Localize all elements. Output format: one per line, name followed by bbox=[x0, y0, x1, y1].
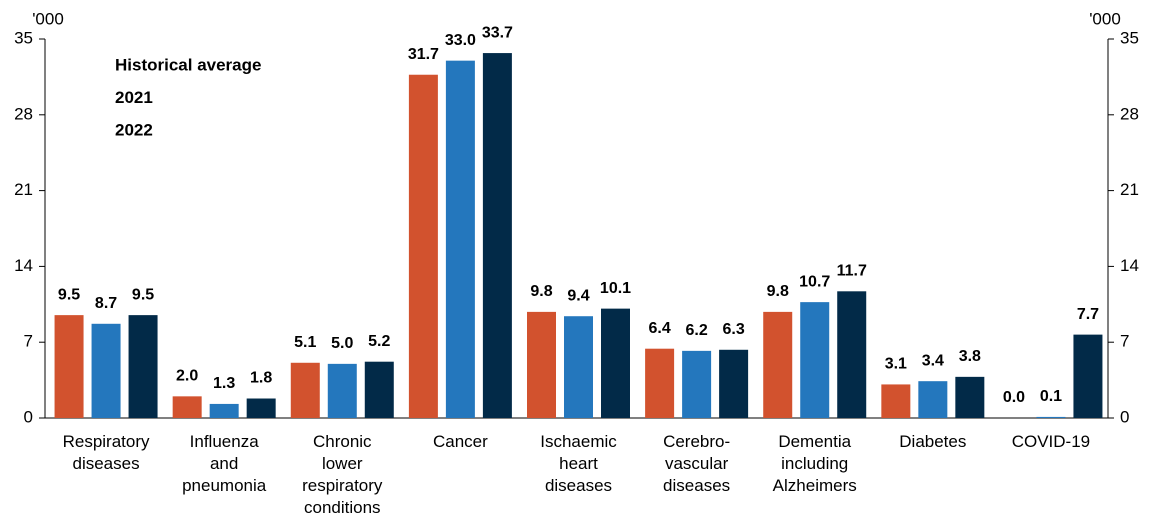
y2-tick-label: 28 bbox=[1120, 104, 1139, 123]
bar bbox=[564, 316, 593, 418]
value-label: 31.7 bbox=[408, 46, 439, 63]
value-label: 6.3 bbox=[722, 321, 744, 338]
bar bbox=[645, 348, 675, 418]
value-label: 10.7 bbox=[799, 273, 830, 290]
bar bbox=[601, 308, 630, 418]
x-tick-label: COVID-19 bbox=[1012, 432, 1090, 451]
y-tick-label: 7 bbox=[24, 332, 33, 351]
legend-label: Historical average bbox=[115, 55, 261, 74]
bar bbox=[1036, 416, 1066, 418]
value-label: 33.0 bbox=[445, 32, 476, 49]
value-label: 33.7 bbox=[482, 24, 513, 41]
y-tick-label: 28 bbox=[14, 104, 33, 123]
value-label: 9.5 bbox=[132, 286, 154, 303]
legend-label: 2021 bbox=[115, 88, 153, 107]
bar bbox=[881, 384, 911, 418]
y2-tick-label: 0 bbox=[1120, 407, 1129, 426]
y2-unit: '000 bbox=[1089, 9, 1121, 28]
y-tick-label: 21 bbox=[14, 180, 33, 199]
y2-tick-label: 21 bbox=[1120, 180, 1139, 199]
bar bbox=[172, 396, 202, 418]
x-tick-label: Cerebro-vascular diseases bbox=[663, 432, 730, 495]
y-tick-label: 35 bbox=[14, 28, 33, 47]
bar bbox=[327, 363, 357, 418]
value-label: 0.1 bbox=[1040, 388, 1062, 405]
value-label: 3.8 bbox=[959, 348, 981, 365]
value-label: 1.3 bbox=[213, 375, 235, 392]
bar bbox=[91, 323, 121, 418]
value-label: 6.2 bbox=[685, 322, 707, 339]
value-label: 1.8 bbox=[250, 370, 272, 387]
y-tick-label: 0 bbox=[24, 407, 33, 426]
bar bbox=[527, 311, 556, 418]
value-label: 10.1 bbox=[600, 280, 631, 297]
y-unit: '000 bbox=[32, 9, 64, 28]
value-label: 5.0 bbox=[331, 335, 353, 352]
bar bbox=[719, 349, 749, 418]
y-tick-label: 14 bbox=[14, 256, 33, 275]
bar bbox=[209, 403, 239, 418]
bar bbox=[800, 302, 830, 418]
legend-label: 2022 bbox=[115, 120, 153, 139]
x-tick-label: Influenza and pneumonia bbox=[182, 432, 267, 495]
x-tick-label: Chronic lower respiratory conditions bbox=[302, 432, 383, 517]
y2-tick-label: 14 bbox=[1120, 256, 1139, 275]
x-tick-label: Cancer bbox=[433, 432, 488, 451]
bar bbox=[408, 74, 438, 418]
x-tick-label: Respiratory diseases bbox=[63, 432, 150, 473]
value-label: 9.8 bbox=[767, 283, 789, 300]
bar bbox=[837, 291, 867, 418]
x-tick-label: Dementia including Alzheimers bbox=[773, 432, 857, 495]
bar bbox=[482, 53, 512, 418]
bar bbox=[364, 361, 394, 418]
y2-tick-label: 7 bbox=[1120, 332, 1129, 351]
value-label: 9.4 bbox=[567, 287, 589, 304]
value-label: 3.1 bbox=[885, 356, 907, 373]
bar bbox=[918, 381, 948, 418]
bar bbox=[128, 315, 158, 418]
value-label: 7.7 bbox=[1077, 306, 1099, 323]
bar bbox=[955, 376, 985, 418]
x-tick-label: Diabetes bbox=[899, 432, 966, 451]
bar bbox=[1073, 334, 1103, 418]
y2-tick-label: 35 bbox=[1120, 28, 1139, 47]
value-label: 6.4 bbox=[648, 320, 670, 337]
bar bbox=[763, 311, 793, 418]
value-label: 9.8 bbox=[530, 283, 552, 300]
bar bbox=[682, 350, 712, 418]
value-label: 9.5 bbox=[58, 286, 80, 303]
x-tick-label: Ischaemic heart diseases bbox=[540, 432, 617, 495]
bar bbox=[54, 315, 84, 418]
bar bbox=[445, 60, 475, 419]
value-label: 2.0 bbox=[176, 368, 198, 385]
value-label: 11.7 bbox=[837, 263, 867, 280]
value-label: 0.0 bbox=[1003, 389, 1025, 406]
bar bbox=[246, 398, 276, 418]
bar bbox=[290, 362, 320, 418]
value-label: 8.7 bbox=[95, 295, 117, 312]
value-label: 5.2 bbox=[368, 333, 390, 350]
value-label: 5.1 bbox=[294, 334, 316, 351]
value-label: 3.4 bbox=[922, 352, 944, 369]
